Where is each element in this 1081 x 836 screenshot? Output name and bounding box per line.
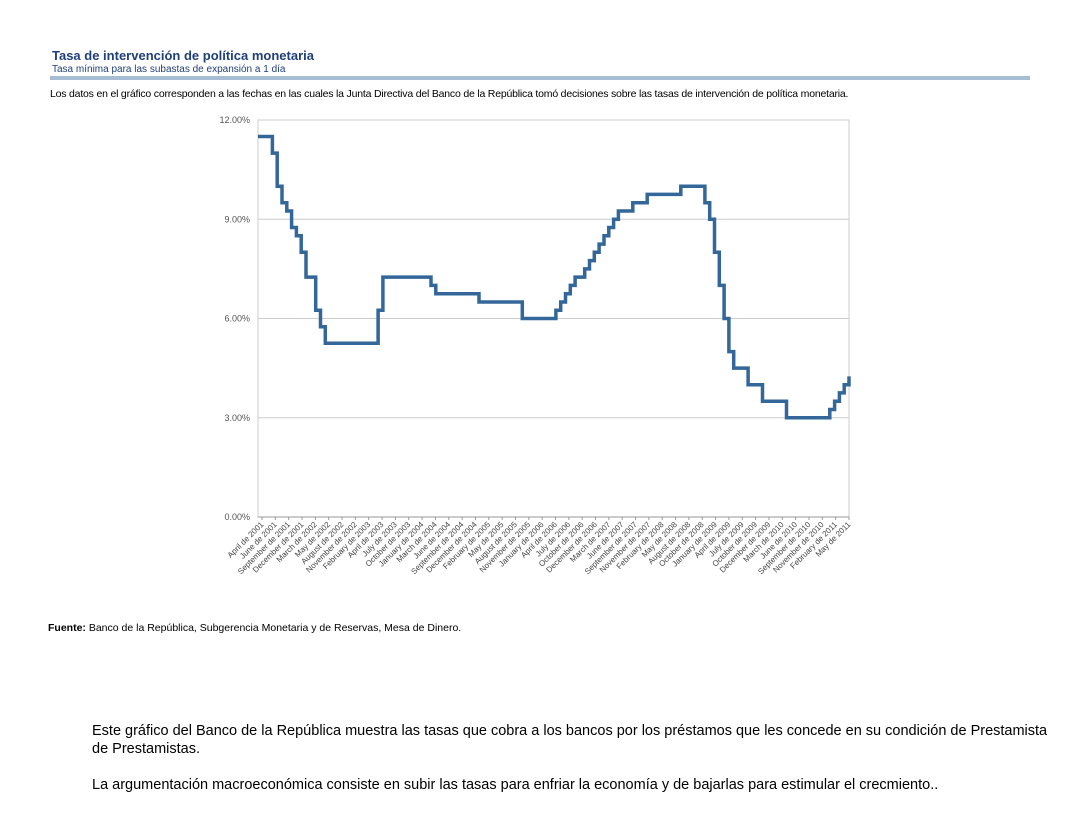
policy-rate-series-line [258,134,851,420]
chart-title: Tasa de intervención de política monetar… [52,48,314,63]
commentary: Este gráfico del Banco de la República m… [92,722,1067,812]
y-tick-label: 3.00% [224,413,250,423]
header-divider [50,76,1030,80]
commentary-paragraph-2: La argumentación macroeconómica consiste… [92,777,939,793]
y-tick-label: 9.00% [224,214,250,224]
y-tick-label: 0.00% [224,512,250,522]
commentary-paragraph-1: Este gráfico del Banco de la República m… [92,723,1048,757]
policy-rate-chart: 0.00%3.00%6.00%9.00%12.00%April de 2001J… [219,115,852,576]
source-label: Fuente: [48,622,86,634]
y-tick-label: 6.00% [224,314,250,324]
source-line: Fuente: Banco de la República, Subgerenc… [48,622,461,634]
chart-subtitle: Tasa mínima para las subastas de expansi… [52,64,286,75]
y-tick-label: 12.00% [219,115,250,125]
chart-note: Los datos en el gráfico corresponden a l… [50,88,849,100]
source-text: Banco de la República, Subgerencia Monet… [88,622,462,634]
